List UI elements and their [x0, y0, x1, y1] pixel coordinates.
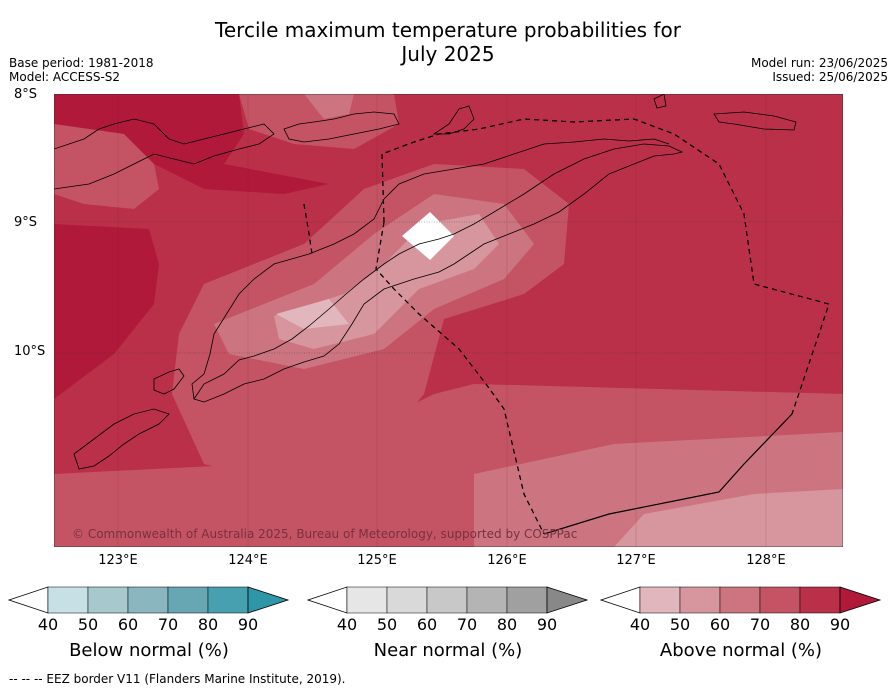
colorbar-segment [466, 586, 508, 614]
plume-40-west [276, 299, 349, 329]
colorbar-arrow-low [600, 586, 641, 614]
colorbar-segment [799, 586, 841, 614]
light-region-nw [54, 124, 159, 209]
model-run: Model run: 23/06/2025 [750, 56, 888, 70]
eez-footnote: -- -- -- EEZ border V11 (Flanders Marine… [9, 672, 346, 686]
title-line-1: Tercile maximum temperature probabilitie… [215, 18, 681, 42]
coastlines [54, 94, 797, 470]
colorbar-near [307, 586, 589, 614]
colorbar-tick-label: 60 [709, 615, 731, 634]
meta-right: Model run: 23/06/2025 Issued: 25/06/2025 [751, 56, 888, 84]
colorbar-segment [506, 586, 548, 614]
dark-region-west [54, 224, 159, 399]
island-east-2 [713, 111, 797, 131]
colorbar-arrow-high [247, 586, 290, 614]
lon-label-127e: 127°E [616, 553, 656, 568]
colorbar-tick-label: 40 [336, 615, 358, 634]
colorbar-tick-label: 90 [536, 615, 558, 634]
colorbar-tick-label: 40 [629, 615, 651, 634]
alor-coast [283, 111, 400, 143]
colorbar-segment [127, 586, 169, 614]
colorbar-arrow-low [307, 586, 348, 614]
gridlines [54, 94, 843, 547]
colorbar-tick-label: 40 [37, 615, 59, 634]
colorbar-tick-label: 90 [237, 615, 259, 634]
colorbar-tick-label: 80 [496, 615, 518, 634]
colorbar-tick-label: 50 [77, 615, 99, 634]
rote-coast [153, 368, 185, 395]
colorbar-segment [386, 586, 428, 614]
lighter-region-north [304, 94, 354, 119]
base-period: Base period: 1981-2018 [9, 56, 154, 70]
lon-label-128e: 128°E [746, 553, 786, 568]
plume-below-40 [402, 212, 454, 260]
model-name: Model: ACCESS-S2 [9, 70, 121, 84]
savu-coast [73, 408, 170, 470]
map-title: Tercile maximum temperature probabilitie… [0, 18, 896, 66]
colorbar-segment [47, 586, 89, 614]
colorbar-segment [759, 586, 801, 614]
colorbar-arrow-high [546, 586, 589, 614]
colorbar-segment [207, 586, 249, 614]
lon-label-123e: 123°E [98, 553, 138, 568]
wetar-coast [432, 105, 475, 135]
title-line-2: July 2025 [401, 42, 495, 66]
timor-coast [193, 143, 684, 403]
copyright-text: © Commonwealth of Australia 2025, Bureau… [72, 527, 577, 541]
lon-label-126e: 126°E [487, 553, 527, 568]
colorbar-segment [719, 586, 761, 614]
colorbar-near-label: Near normal (%) [373, 640, 523, 661]
lon-label-124e: 124°E [228, 553, 268, 568]
colorbar-segment [346, 586, 388, 614]
issued-date: Issued: 25/06/2025 [772, 70, 888, 84]
colorbar-tick-label: 80 [197, 615, 219, 634]
colorbar-tick-label: 70 [749, 615, 771, 634]
colorbar-segment [426, 586, 468, 614]
eez-solid-segment [543, 413, 793, 535]
colorbar-arrow-low [8, 586, 49, 614]
colorbar-below [8, 586, 290, 614]
colorbar-above-label: Above normal (%) [659, 640, 823, 661]
colorbar-tick-label: 70 [157, 615, 179, 634]
colorbar-tick-label: 70 [456, 615, 478, 634]
probability-map: © Commonwealth of Australia 2025, Bureau… [54, 94, 843, 547]
colorbar-tick-label: 60 [416, 615, 438, 634]
colorbar-above [600, 586, 882, 614]
colorbar-tick-label: 50 [669, 615, 691, 634]
band-south-50 [614, 489, 843, 547]
colorbar-segment [679, 586, 721, 614]
timor-west-coast [191, 138, 670, 400]
flores-coast [54, 118, 275, 190]
dark-region-north [54, 94, 329, 194]
meta-left: Base period: 1981-2018 Model: ACCESS-S2 [9, 56, 154, 84]
colorbar-tick-label: 80 [789, 615, 811, 634]
colorbar-segment [639, 586, 681, 614]
lon-label-125e: 125°E [357, 553, 397, 568]
island-east-1 [653, 94, 667, 109]
eez-border [303, 118, 830, 535]
colorbar-tick-label: 60 [117, 615, 139, 634]
colorbar-tick-label: 90 [829, 615, 851, 634]
colorbar-below-label: Below normal (%) [69, 640, 229, 661]
colorbar-segment [167, 586, 209, 614]
colorbar-arrow-high [839, 586, 882, 614]
lat-label-8s: 8°S [14, 87, 38, 102]
colorbar-segment [87, 586, 129, 614]
colorbar-tick-label: 50 [376, 615, 398, 634]
lat-label-10s: 10°S [14, 344, 46, 359]
lat-label-9s: 9°S [14, 215, 38, 230]
